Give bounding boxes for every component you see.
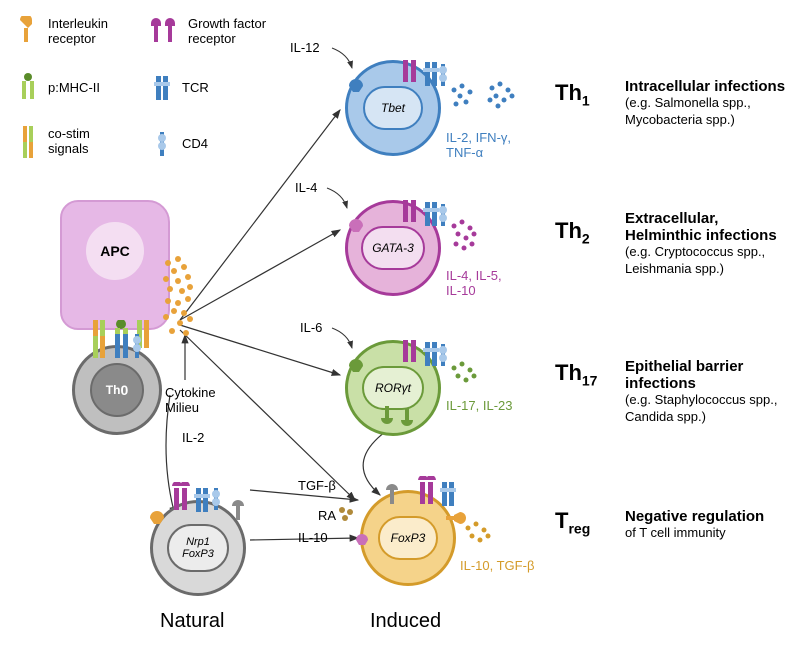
cytokine-dots-icon: [160, 255, 220, 345]
th2-title: Extracellular, Helminthic infections: [625, 210, 805, 244]
th1-text: Intracellular infections (e.g. Salmonell…: [625, 78, 805, 129]
th0-sub: 0: [120, 382, 128, 398]
th0-label: Th: [106, 383, 121, 397]
th2-desc: (e.g. Cryptococcus spp., Leishmania spp.…: [625, 244, 805, 278]
il10-label: IL-10: [298, 530, 328, 545]
legend-pmhc: p:MHC-II: [16, 72, 100, 104]
th17-name: Th17: [555, 360, 597, 388]
legend-growth-factor-label: Growth factor receptor: [188, 17, 266, 47]
apc-label: APC: [84, 220, 146, 282]
legend-interleukin-label: Interleukin receptor: [48, 17, 108, 47]
ntreg-tf2: FoxP3: [182, 548, 214, 560]
treg-title: Negative regulation: [625, 508, 805, 525]
th0-receptors-icon: [85, 328, 155, 358]
itreg-cytokines-label: IL-10, TGF-β: [460, 558, 534, 573]
th2-receptors-icon: [343, 200, 453, 250]
th17-title: Epithelial barrier infections: [625, 358, 805, 392]
legend-cd4: CD4: [150, 128, 208, 160]
th17-inducer-label: IL-6: [300, 320, 322, 335]
th1-desc: (e.g. Salmonella spp., Mycobacteria spp.…: [625, 95, 805, 129]
th17-receptors-icon: [343, 340, 453, 440]
legend-interleukin: Interleukin receptor: [16, 16, 136, 48]
th2-inducer-label: IL-4: [295, 180, 317, 195]
treg-name: Treg: [555, 508, 590, 536]
legend-tcr: TCR: [150, 72, 209, 104]
th2-dots-icon: [448, 218, 518, 268]
induced-label: Induced: [370, 610, 441, 633]
th2-cytokines-label: IL-4, IL-5, IL-10: [446, 268, 502, 298]
legend-growth-factor: Growth factor receptor: [150, 16, 310, 48]
th17-desc: (e.g. Staphylococcus spp., Candida spp.): [625, 392, 805, 426]
apc-cell: APC: [60, 200, 170, 330]
th1-cytokines-label: IL-2, IFN-γ, TNF-α: [446, 130, 511, 160]
ra-label: RA: [318, 508, 336, 523]
legend-costim-label: co-stim signals: [48, 127, 90, 157]
il2-label: IL-2: [182, 430, 204, 445]
th1-receptors-icon: [343, 60, 453, 110]
ntreg-receptors-icon: [148, 482, 258, 532]
th2-text: Extracellular, Helminthic infections (e.…: [625, 210, 805, 278]
th17-cytokines-label: IL-17, IL-23: [446, 398, 513, 413]
ra-dots-icon: [338, 506, 358, 522]
th17-text: Epithelial barrier infections (e.g. Stap…: [625, 358, 805, 426]
itreg-dots-icon: [462, 520, 532, 560]
cytokine-milieu-label: Cytokine Milieu: [165, 385, 216, 415]
th1-inducer-label: IL-12: [290, 40, 320, 55]
treg-desc: of T cell immunity: [625, 525, 805, 542]
treg-text: Negative regulation of T cell immunity: [625, 508, 805, 542]
th17-dots-icon: [448, 360, 518, 400]
tgfb-label: TGF-β: [298, 478, 336, 493]
legend-tcr-label: TCR: [182, 81, 209, 96]
th2-name: Th2: [555, 218, 590, 246]
th1-name: Th1: [555, 80, 590, 108]
ntreg-tf1: Nrp1: [186, 536, 210, 548]
th1-dots-icon: [448, 80, 528, 130]
legend-cd4-label: CD4: [182, 137, 208, 152]
legend-pmhc-label: p:MHC-II: [48, 81, 100, 96]
legend-costim: co-stim signals: [16, 124, 90, 160]
itreg-receptors-icon: [356, 476, 476, 596]
natural-label: Natural: [160, 610, 224, 633]
th0-cell: Th0: [72, 345, 162, 435]
th1-title: Intracellular infections: [625, 78, 805, 95]
